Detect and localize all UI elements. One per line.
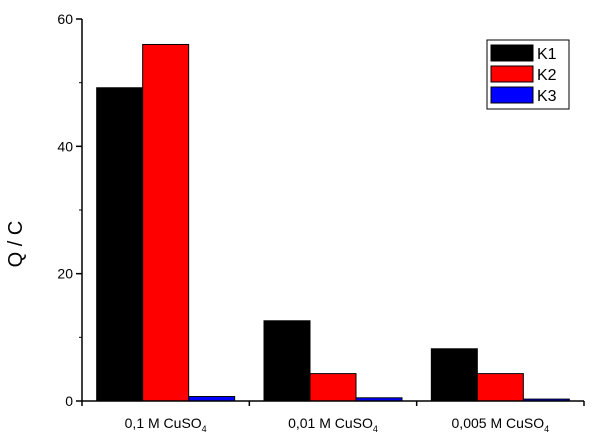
legend: K1 K2 K3 <box>486 39 570 110</box>
bar-k1-1 <box>96 87 144 402</box>
axes: 0 20 40 60 0,1 M CuSO4 0,01 M CuSO4 0,005 M Cu… <box>57 11 585 434</box>
bar-k1-2 <box>263 320 311 402</box>
x-tick-label: 0,1 M CuSO4 <box>125 415 207 434</box>
x-tick-label: 0,005 M CuSO4 <box>452 415 550 434</box>
legend-label-k2: K2 <box>537 67 557 84</box>
legend-label-k3: K3 <box>537 88 557 105</box>
bars <box>96 43 570 402</box>
y-tick-label: 40 <box>57 138 73 154</box>
bar-k2-2 <box>309 373 357 402</box>
y-tick-label: 0 <box>65 393 73 409</box>
y-axis-title: Q / C <box>5 221 27 268</box>
legend-swatch-k1 <box>490 44 534 62</box>
legend-label-k1: K1 <box>537 46 557 63</box>
legend-swatch-k3 <box>490 86 534 104</box>
x-tick-label: 0,01 M CuSO4 <box>288 415 378 434</box>
legend-swatch-k2 <box>490 65 534 83</box>
y-tick-label: 60 <box>57 11 73 27</box>
bar-k1-3 <box>430 348 478 402</box>
bar-k2-3 <box>476 373 524 402</box>
bar-k2-1 <box>142 43 190 402</box>
y-tick-label: 20 <box>57 266 73 282</box>
